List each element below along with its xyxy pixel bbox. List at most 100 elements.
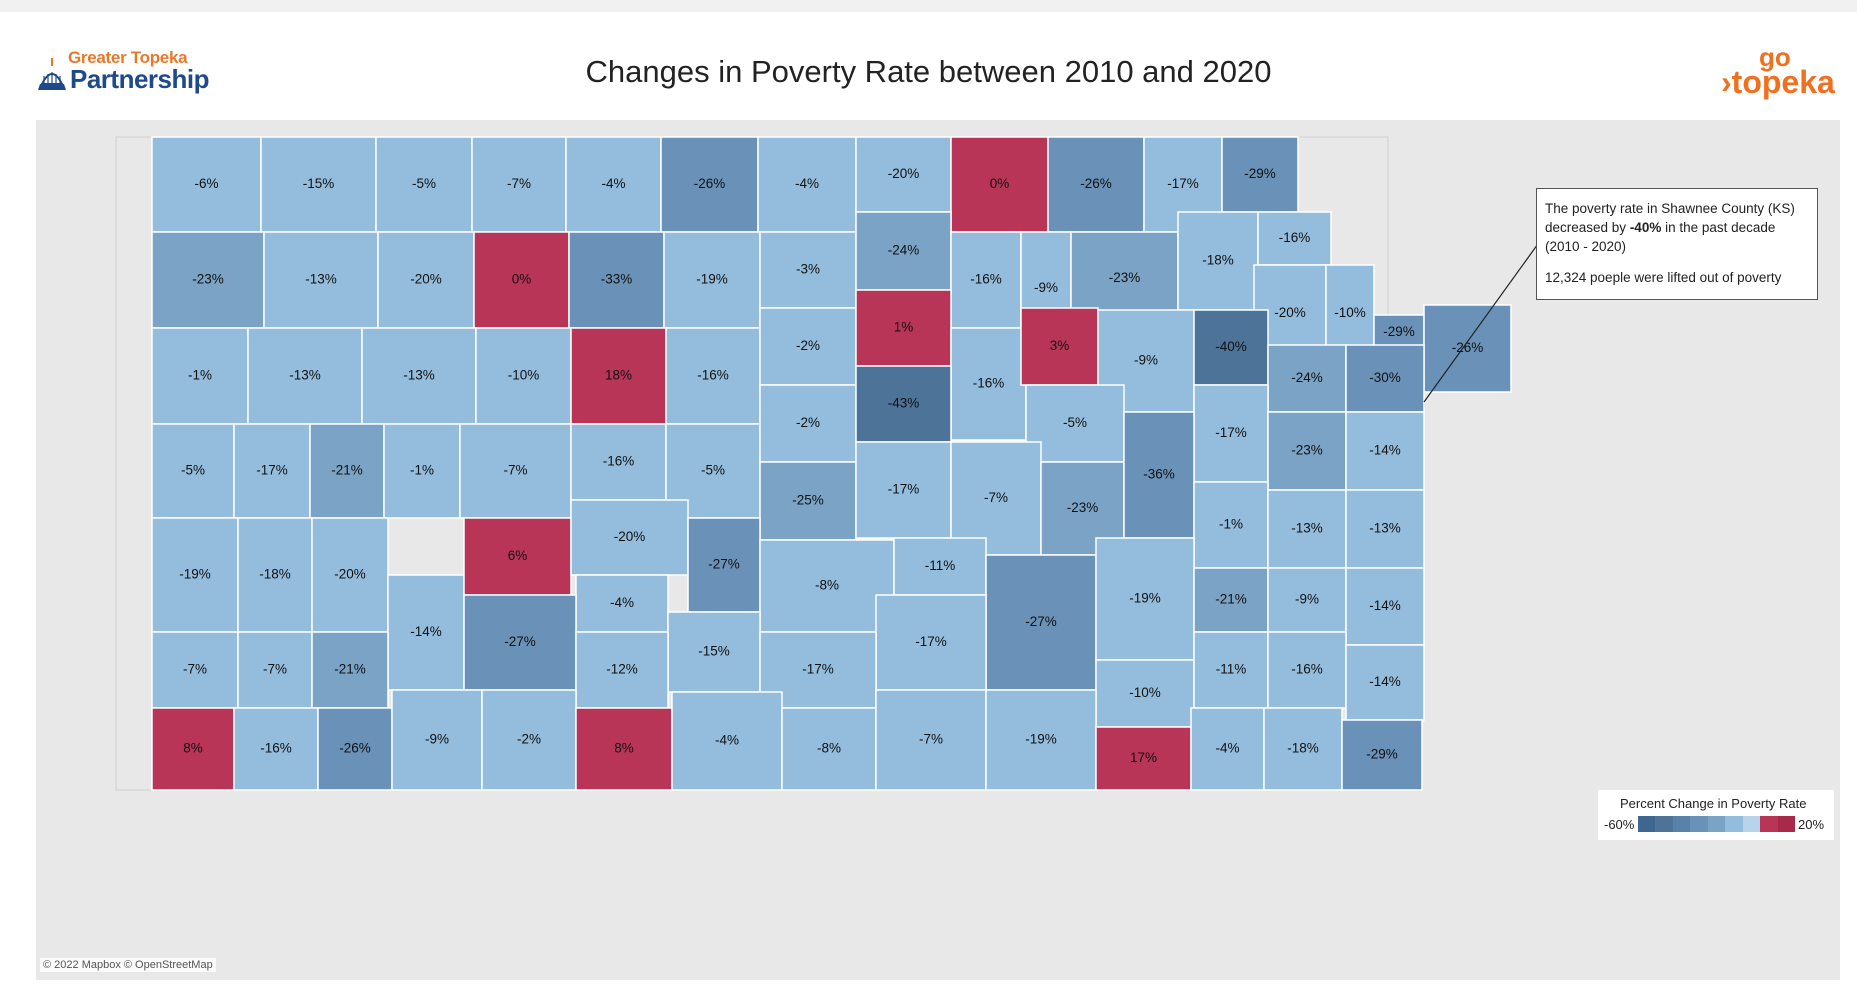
county-region[interactable] (855, 136, 952, 213)
tooltip-value: -40% (1629, 220, 1662, 235)
county-value-label: 3% (1050, 338, 1070, 353)
county-region[interactable] (1047, 136, 1145, 233)
county-region[interactable] (759, 631, 877, 709)
county-region[interactable] (361, 327, 477, 425)
county-region[interactable] (1345, 411, 1425, 491)
county-region[interactable] (481, 689, 577, 791)
county-value-label: -4% (610, 595, 634, 610)
county-value-label: -23% (1067, 500, 1099, 515)
county-region[interactable] (570, 499, 689, 576)
county-region[interactable] (985, 689, 1097, 791)
color-legend: Percent Change in Poverty Rate -60% 20% (1598, 790, 1834, 840)
county-value-label: 17% (1130, 750, 1157, 765)
county-value-label: 8% (614, 741, 634, 756)
county-region[interactable] (1267, 631, 1347, 709)
county-region[interactable] (855, 441, 952, 539)
county-region[interactable] (1221, 136, 1299, 213)
county-value-label: -20% (334, 567, 366, 582)
county-region[interactable] (757, 136, 857, 233)
county-region[interactable] (233, 707, 319, 791)
county-region[interactable] (575, 574, 669, 633)
county-region[interactable] (759, 461, 857, 541)
county-region[interactable] (151, 517, 239, 633)
county-region[interactable] (855, 365, 952, 443)
county-region[interactable] (1095, 659, 1195, 728)
county-region[interactable] (1193, 384, 1269, 483)
county-region[interactable] (1025, 384, 1125, 463)
county-region[interactable] (1263, 707, 1343, 791)
county-region[interactable] (671, 691, 783, 791)
county-region[interactable] (463, 594, 577, 691)
county-value-label: -21% (1215, 592, 1247, 607)
tooltip-line-2-post: in the past decade (1661, 220, 1776, 235)
county-region[interactable] (1267, 567, 1347, 633)
county-value-label: -7% (503, 463, 527, 478)
county-region[interactable] (1341, 719, 1423, 791)
county-region[interactable] (471, 136, 567, 233)
county-region[interactable] (151, 136, 262, 233)
county-value-label: -9% (425, 732, 449, 747)
county-region[interactable] (459, 423, 572, 519)
county-region[interactable] (565, 136, 662, 233)
county-region[interactable] (687, 517, 761, 613)
county-value-label: -18% (259, 567, 291, 582)
county-value-label: -27% (708, 557, 740, 572)
county-region[interactable] (575, 707, 673, 791)
county-region[interactable] (855, 211, 952, 291)
county-region[interactable] (759, 384, 857, 463)
county-region[interactable] (855, 289, 952, 367)
county-region[interactable] (1267, 411, 1347, 491)
county-region[interactable] (1345, 344, 1425, 413)
county-region[interactable] (781, 707, 877, 791)
county-region[interactable] (317, 707, 393, 791)
county-region[interactable] (1193, 567, 1269, 633)
county-region[interactable] (1345, 567, 1425, 646)
county-value-label: -26% (1452, 340, 1484, 355)
county-region[interactable] (311, 631, 389, 709)
county-value-label: -2% (796, 338, 820, 353)
county-region[interactable] (1020, 307, 1099, 386)
county-value-label: -9% (1034, 280, 1058, 295)
county-region[interactable] (663, 231, 761, 329)
county-region[interactable] (985, 554, 1097, 691)
county-region[interactable] (1345, 489, 1425, 569)
county-choropleth-map[interactable]: -6% -15% -5% -7% -4% -26% -4% -20% 0% -26% -17% -29… (36, 120, 1840, 980)
county-value-label: -23% (1109, 270, 1141, 285)
county-value-label: -19% (696, 272, 728, 287)
county-region[interactable] (377, 231, 475, 329)
county-region[interactable] (759, 307, 857, 386)
county-region[interactable] (375, 136, 473, 233)
county-region[interactable] (950, 136, 1049, 233)
county-value-label: -7% (919, 732, 943, 747)
legend-min-label: -60% (1604, 817, 1635, 832)
county-region[interactable] (1373, 314, 1425, 351)
county-region[interactable] (233, 423, 311, 519)
go-topeka-logo: go ›topeka (1715, 42, 1835, 102)
county-value-label: -7% (183, 662, 207, 677)
county-value-label: -20% (614, 529, 646, 544)
county-region[interactable] (1095, 726, 1192, 791)
county-value-label: -6% (194, 176, 218, 191)
county-region[interactable] (1193, 309, 1269, 386)
county-region[interactable] (1267, 489, 1347, 569)
county-region[interactable] (875, 594, 987, 691)
county-value-label: -19% (1129, 591, 1161, 606)
logo-line-2: Partnership (70, 64, 210, 94)
county-value-label: -16% (260, 741, 292, 756)
county-region[interactable] (263, 231, 379, 329)
county-region[interactable] (1193, 481, 1269, 569)
county-value-label: 0% (512, 272, 532, 287)
county-region[interactable] (383, 423, 461, 519)
county-region[interactable] (759, 231, 857, 309)
county-region[interactable] (1123, 411, 1195, 539)
county-region[interactable] (875, 689, 987, 791)
county-value-label: -21% (334, 662, 366, 677)
county-value-label: -17% (256, 463, 288, 478)
county-region[interactable] (1177, 211, 1259, 311)
county-region[interactable] (568, 231, 665, 329)
county-region[interactable] (660, 136, 759, 233)
county-region[interactable] (151, 231, 265, 329)
logo-topeka: ›topeka (1721, 64, 1835, 100)
county-value-label: -23% (192, 272, 224, 287)
county-region[interactable] (1423, 304, 1512, 393)
